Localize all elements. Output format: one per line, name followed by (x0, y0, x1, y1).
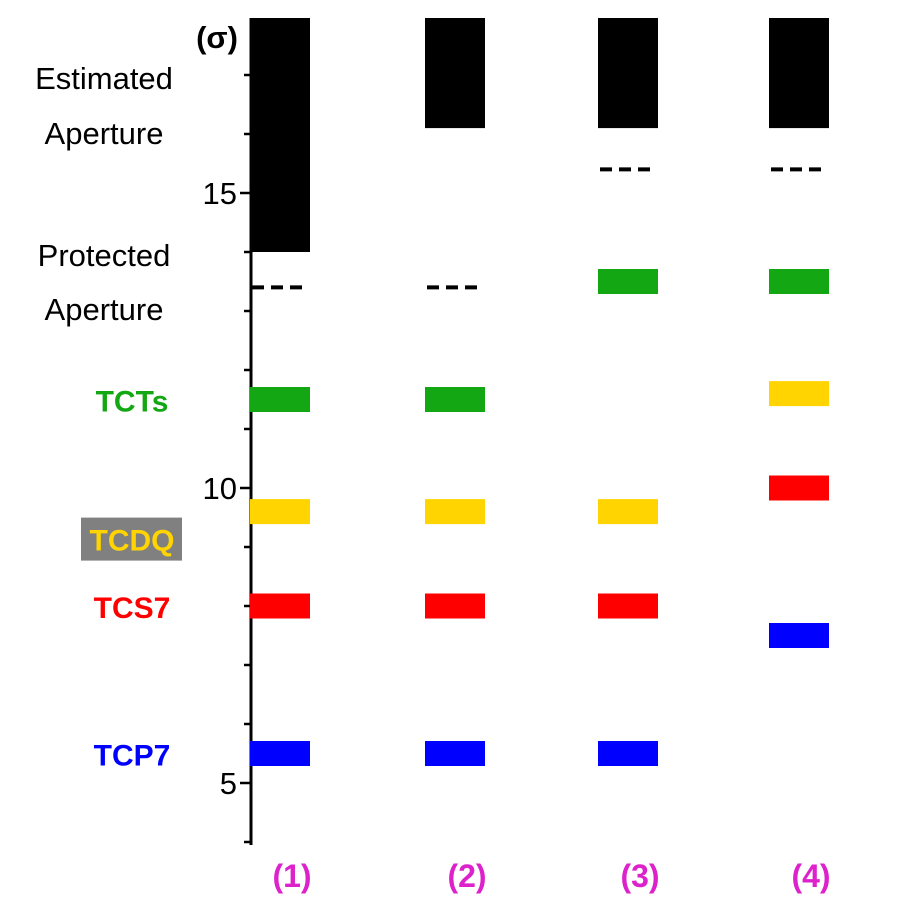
tcdq-bar (598, 499, 658, 525)
tcts-bar (598, 269, 658, 294)
legend: TCTs TCDQ TCS7 TCP7 (81, 386, 182, 773)
tcts-label: TCTs (96, 386, 169, 419)
column-label: (2) (447, 858, 486, 894)
tcp7-label: TCP7 (94, 740, 171, 773)
protected-aperture-label-line1: Protected (38, 238, 171, 273)
tcs7-bar (250, 593, 310, 619)
column-label: (1) (272, 858, 311, 894)
column-label: (4) (791, 858, 830, 894)
estimated-aperture-bar (250, 18, 310, 252)
tcs7-bar (425, 593, 485, 619)
y-unit-label: (σ) (196, 20, 238, 55)
estimated-aperture-bar (425, 18, 485, 129)
estimated-aperture-label-line2: Aperture (45, 116, 164, 151)
tcts-bar (425, 387, 485, 412)
tcp7-bar (598, 741, 658, 766)
column-label: (3) (620, 858, 659, 894)
tcts-bar (250, 387, 310, 412)
tcdq-bar (250, 499, 310, 525)
estimated-aperture-label-line1: Estimated (35, 61, 173, 96)
y-axis: 5 10 15 (203, 18, 253, 845)
tcdq-bar (425, 499, 485, 525)
tcs7-bar (769, 475, 829, 501)
tcp7-bar (769, 623, 829, 648)
aperture-layer (250, 18, 829, 290)
tcs7-label: TCS7 (94, 592, 171, 625)
tcts-bar (769, 269, 829, 294)
tcp7-bar (425, 741, 485, 766)
y-tick-label: 10 (203, 471, 237, 506)
collimator-marks (250, 269, 829, 766)
tcs7-bar (598, 593, 658, 619)
tcdq-bar (769, 381, 829, 407)
tcp7-bar (250, 741, 310, 766)
column-labels: (1) (2) (3) (4) (272, 858, 830, 894)
estimated-aperture-bar (598, 18, 658, 129)
estimated-aperture-bar (769, 18, 829, 129)
y-tick-label: 5 (220, 766, 237, 801)
side-labels: (σ) Estimated Aperture Protected Apertur… (35, 20, 238, 327)
tcdq-label: TCDQ (90, 525, 175, 558)
y-tick-label: 15 (203, 176, 237, 211)
protected-aperture-label-line2: Aperture (45, 292, 164, 327)
tcdq-label-bg (81, 517, 182, 561)
